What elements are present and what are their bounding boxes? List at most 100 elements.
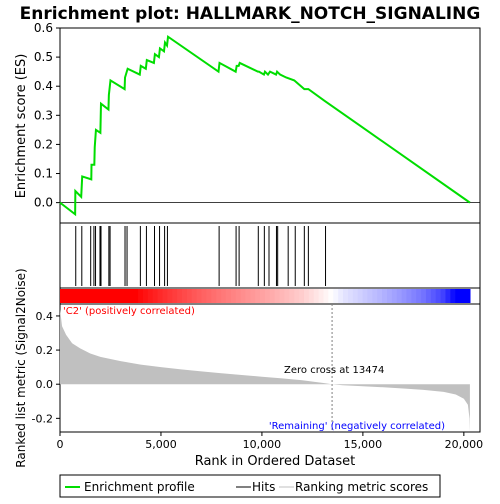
ranking-y-axis: -0.2 0.0 0.2 0.4 [32,310,60,425]
es-y-tick-label: 0.0 [34,196,53,210]
enrichment-profile-line [59,34,471,217]
es-y-tick-label: 0.6 [34,21,53,35]
es-y-tick-label: 0.2 [34,137,53,151]
colorbar-segment [411,289,417,303]
colorbar-segment [338,289,344,303]
colorbar-segment [64,289,71,303]
colorbar-segment [142,289,149,303]
x-tick-label: 5,000 [145,438,177,451]
colorbar-segment [303,289,310,303]
colorbar-segment [240,289,247,303]
colorbar-segment [347,289,354,303]
colorbar-segment [406,289,412,303]
colorbar-segment [465,289,471,303]
colorbar-segment [396,289,403,303]
colorbar-segment [260,289,266,303]
colorbar-segment [289,289,295,303]
colorbar-segment [123,289,129,303]
colorbar-segment [357,289,364,303]
colorbar-segment [94,289,100,303]
colorbar-segment [382,289,388,303]
colorbar-segment [118,289,125,303]
colorbar-segment [250,289,256,303]
colorbar-segment [386,289,393,303]
colorbar-segment [196,289,203,303]
ranking-y-axis-label: Ranked list metric (Signal2Noise) [14,268,28,467]
colorbar-segment [235,289,242,303]
colorbar-segment [318,289,325,303]
colorbar-segment [299,289,305,303]
colorbar-segment [89,289,95,303]
colorbar-segment [103,289,110,303]
colorbar-segment [274,289,281,303]
colorbar-segment [191,289,198,303]
colorbar-segment [147,289,154,303]
colorbar-segment [401,289,408,303]
colorbar-segment [416,289,422,303]
colorbar-segment [79,289,85,303]
colorbar-segment [167,289,173,303]
colorbar-segment [74,289,81,303]
colorbar-segment [421,289,427,303]
ranking-y-tick-label: 0.2 [36,344,54,357]
chart-title: Enrichment plot: HALLMARK_NOTCH_SIGNALIN… [20,4,481,24]
x-tick-label: 15,000 [344,438,383,451]
colorbar-segment [211,289,217,303]
colorbar-segment [391,289,398,303]
colorbar-segment [157,289,164,303]
x-tick-label: 10,000 [243,438,282,451]
colorbar-segment [138,289,144,303]
x-tick-label: 20,000 [445,438,484,451]
colorbar-segment [216,289,222,303]
colorbar-segment [435,289,442,303]
colorbar-segment [328,289,334,303]
x-tick-label: 0 [57,438,64,451]
colorbar-segment [60,289,66,303]
colorbar-segment [284,289,290,303]
colorbar-segment [333,289,339,303]
colorbar-segment [99,289,105,303]
colorbar-segment [425,289,432,303]
es-y-axis: 0.0 0.1 0.2 0.3 0.4 0.5 0.6 [34,21,60,210]
zero-cross-label: Zero cross at 13474 [284,365,384,376]
colorbar-segment [372,289,378,303]
colorbar-segment [255,289,261,303]
colorbar-segment [362,289,369,303]
colorbar-segment [352,289,359,303]
colorbar-segment [221,289,227,303]
es-panel-frame [59,27,481,224]
colorbar-segment [440,289,447,303]
colorbar-segment [264,289,271,303]
colorbar-segment [69,289,76,303]
colorbar-segment [177,289,183,303]
colorbar-segment [430,289,437,303]
colorbar-segment [108,289,115,303]
colorbar-segment [128,289,134,303]
colorbar-segment [186,289,193,303]
colorbar-segment [245,289,251,303]
ranking-colorbar [60,289,471,303]
legend-hits-label: Hits [252,480,275,494]
colorbar-segment [450,289,456,303]
colorbar-segment [162,289,168,303]
colorbar-segment [308,289,315,303]
colorbar-segment [225,289,232,303]
colorbar-segment [181,289,188,303]
positive-correlation-label: 'C2' (positively correlated) [63,306,195,317]
es-y-tick-label: 0.1 [34,167,53,181]
ranking-y-tick-label: 0.0 [36,378,54,391]
hits-track [75,226,327,286]
negative-correlation-label: 'Remaining' (negatively correlated) [269,421,445,432]
ranking-y-tick-label: -0.2 [32,412,53,425]
colorbar-segment [230,289,237,303]
colorbar-segment [313,289,320,303]
colorbar-segment [84,289,90,303]
colorbar-segment [113,289,120,303]
colorbar-segment [269,289,276,303]
legend-profile-label: Enrichment profile [84,480,195,494]
colorbar-segment [455,289,461,303]
colorbar-segment [294,289,300,303]
colorbar-segment [323,289,329,303]
colorbar-segment [201,289,207,303]
